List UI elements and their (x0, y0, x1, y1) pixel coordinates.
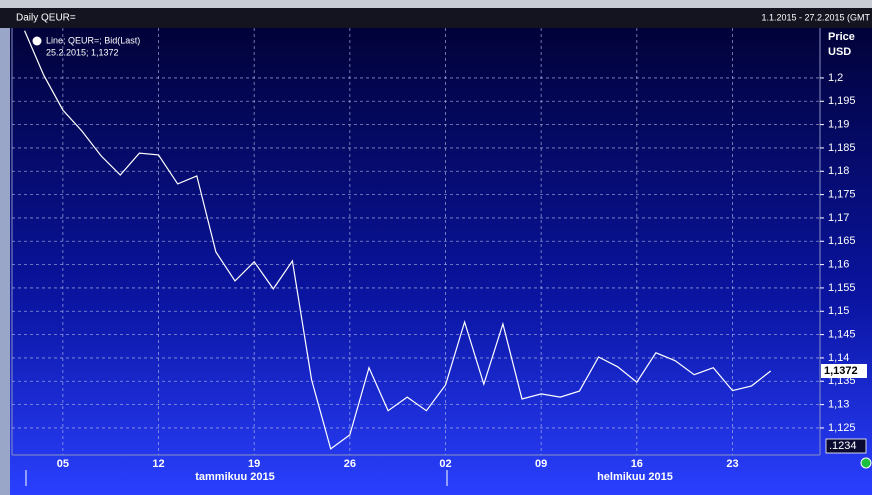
y-tick-label: 1,18 (828, 165, 849, 177)
y-tick-label: 1,125 (828, 422, 856, 434)
last-value-box (821, 364, 867, 378)
y-tick-label: 1,17 (828, 212, 849, 224)
x-tick-label: 16 (631, 458, 643, 470)
y-tick-label: 1,19 (828, 119, 849, 131)
x-tick-label: 26 (344, 458, 356, 470)
y-tick-label: 1,135 (828, 375, 856, 387)
y-tick-label: 1,13 (828, 399, 849, 411)
y-tick-label: 1,175 (828, 189, 856, 201)
month-label: helmikuu 2015 (597, 471, 673, 483)
y-tick-label: 1,14 (828, 352, 849, 364)
y-axis-label: Price (828, 31, 855, 43)
y-tick-label: 1,195 (828, 95, 856, 107)
x-tick-label: 09 (535, 458, 547, 470)
x-tick-label: 23 (726, 458, 738, 470)
y-tick-label: 1,16 (828, 259, 849, 271)
header-bar (0, 8, 872, 28)
y-tick-label: 1,2 (828, 72, 843, 84)
y-tick-label: 1,15 (828, 305, 849, 317)
month-label: tammikuu 2015 (195, 471, 274, 483)
x-tick-label: 19 (248, 458, 260, 470)
y-tick-label: 1,155 (828, 282, 856, 294)
y-tick-label: 1,165 (828, 235, 856, 247)
y-axis-label: USD (828, 46, 851, 58)
y-tick-label: 1,185 (828, 142, 856, 154)
status-indicator (860, 457, 872, 469)
last-value-label: 1,1372 (824, 365, 858, 377)
left-strip (0, 28, 10, 495)
chart-title: Daily QEUR= (16, 13, 76, 24)
top-strip (0, 0, 872, 8)
legend-text: 25.2.2015; 1,1372 (46, 47, 119, 57)
legend-icon (32, 36, 42, 46)
y-tick-label: 1,145 (828, 329, 856, 341)
date-range: 1.1.2015 - 27.2.2015 (GMT (761, 12, 870, 22)
price-line (24, 30, 772, 450)
low-value-box (825, 438, 867, 454)
low-value-label: .1234 (829, 440, 857, 452)
x-tick-label: 12 (152, 458, 164, 470)
x-tick-label: 05 (57, 458, 69, 470)
legend-text: Line; QEUR=; Bid(Last) (46, 35, 140, 45)
x-tick-label: 02 (439, 458, 451, 470)
